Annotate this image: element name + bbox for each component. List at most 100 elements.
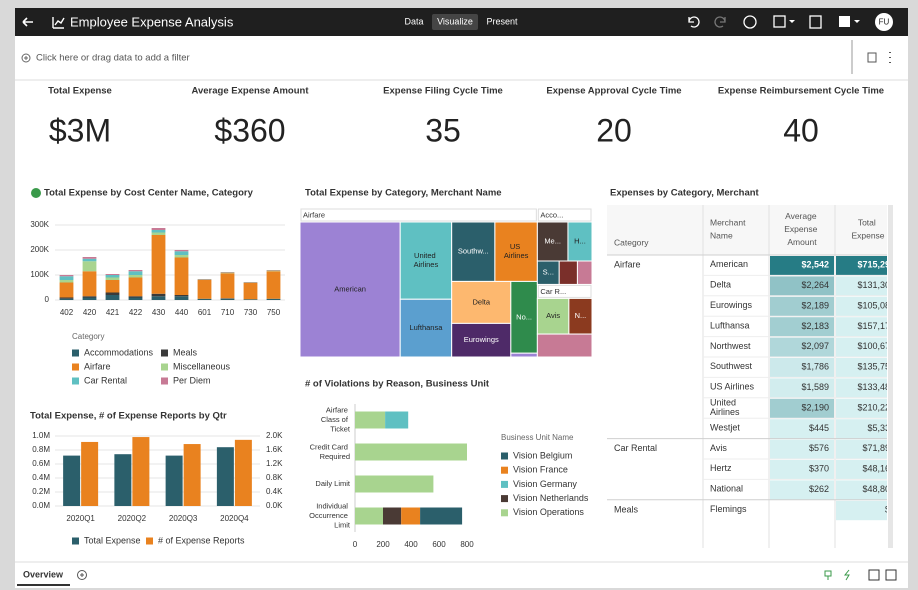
legend-label: Airfare [84,361,111,371]
cell-label: S... [543,268,554,277]
tab[interactable]: Visualize [437,16,473,26]
y-tick-label: 300K [30,220,49,229]
table-cell: $48,803 [862,484,895,494]
filter-placeholder[interactable]: Click here or drag data to add a filter [36,53,190,64]
app-title: Employee Expense Analysis [70,14,234,29]
x-tick-label: 800 [460,540,474,549]
table-cell: US Airlines [710,382,755,392]
bar-segment [59,275,74,277]
bar-segment [105,292,120,295]
legend-swatch [161,363,168,371]
table-cell: $100,670 [857,341,895,351]
table-header-bg [607,205,887,255]
legend-swatch [72,349,79,357]
heat-cell [836,398,887,419]
bar-segment [59,298,74,300]
treemap-cell [536,297,570,335]
bar-segment [355,507,383,525]
tab[interactable]: Data [404,16,423,26]
x-tick-label: 402 [60,308,74,317]
cell-label: Southw... [458,247,489,256]
heat-cell [770,378,834,398]
y2-tick-label: 0.4K [266,487,283,496]
legend-label: Miscellaneous [173,361,231,371]
legend-swatch [501,509,508,517]
bar-segment [128,275,143,278]
heat-cell [770,337,834,357]
table-cell: $370 [809,464,829,474]
export-button[interactable] [809,15,822,29]
table-cell: $210,220 [857,402,895,412]
bar-segment [243,283,258,300]
group-header [537,284,592,298]
group-header [537,208,592,222]
tab[interactable]: Present [486,16,518,26]
canvas-tab[interactable]: Overview [23,569,64,579]
kpi-value: $3M [49,112,111,148]
dropdown-arrow[interactable] [789,20,795,23]
back-button[interactable] [22,17,33,27]
redo-button[interactable] [714,16,726,28]
table-cell: $1,589 [801,382,829,392]
save-button[interactable] [839,16,850,27]
undo-button[interactable] [688,16,700,28]
cell-label: Avis [546,311,560,320]
treemap-cell [567,221,593,262]
bar-segment [174,257,189,295]
filter-settings[interactable] [867,52,877,63]
y-tick-label: 0.0M [32,501,50,510]
table-cell: $105,088 [857,300,895,310]
layout-button[interactable] [868,569,880,581]
bar-segment [128,277,143,297]
y-tick-label: 200K [30,245,49,254]
footer-icon[interactable] [843,569,850,581]
bar-segment [105,295,120,300]
table-cell: $576 [809,443,829,453]
user-initials: FU [879,18,890,27]
legend-label: Total Expense [84,535,141,545]
comments-button[interactable] [773,15,786,28]
kpi-label: Total Expense [48,86,112,97]
bar-segment [220,298,235,300]
x-tick-label: 730 [244,308,258,317]
tab-highlight [432,14,478,30]
table-cell: Car Rental [614,443,657,453]
bar-segment [243,282,258,283]
bar [132,437,150,506]
bar-segment [151,230,166,233]
layout-button[interactable] [885,569,897,581]
insights-button[interactable] [743,15,757,29]
bar-segment [174,255,189,258]
treemap-cell [494,221,538,282]
add-canvas[interactable] [77,570,87,580]
legend-title: Business Unit Name [501,433,574,442]
bar-segment [128,270,143,272]
x-tick-label: 421 [106,308,120,317]
bar-segment [197,279,212,280]
table-cell: $262 [809,484,829,494]
add-filter-icon[interactable] [21,53,31,63]
bar-segment [220,298,235,299]
group-label: Car R... [540,287,566,296]
footer-icon[interactable] [824,570,832,580]
y-tick-label: 100K [30,270,49,279]
user-avatar[interactable] [875,13,893,31]
heat-cell [770,358,834,378]
bar-segment [220,272,235,273]
bar-segment [383,507,402,525]
treemap-cell [451,280,512,324]
heat-cell [770,317,834,337]
table-cell: American [710,260,748,270]
dropdown-arrow[interactable] [854,20,860,23]
table-title: Expenses by Category, Merchant [610,188,760,199]
bar-segment [82,297,97,300]
table-cell: $131,308 [857,280,895,290]
bar-segment [82,271,97,297]
bar [81,441,99,506]
bar-segment [266,271,281,299]
treemap-cell [399,221,453,300]
legend-label: # of Expense Reports [158,535,245,545]
table-cell: Lufthansa [710,321,750,331]
bar-segment [151,296,166,300]
